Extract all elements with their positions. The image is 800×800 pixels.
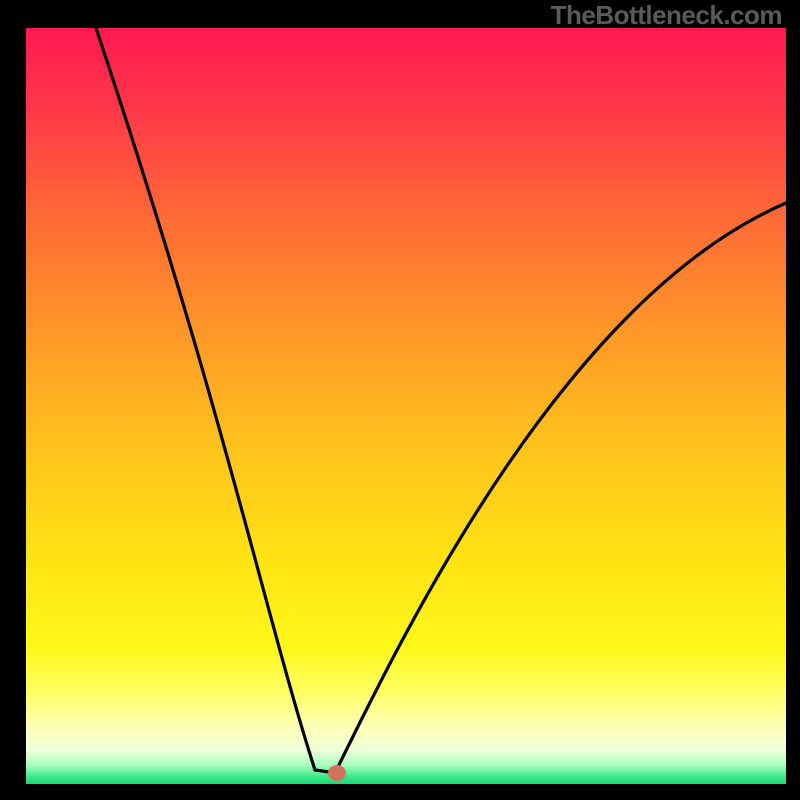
watermark-text: TheBottleneck.com bbox=[551, 0, 782, 31]
bottleneck-curve bbox=[26, 28, 786, 784]
plot-area bbox=[26, 28, 786, 784]
optimum-marker bbox=[328, 765, 346, 781]
curve-path bbox=[96, 28, 786, 773]
